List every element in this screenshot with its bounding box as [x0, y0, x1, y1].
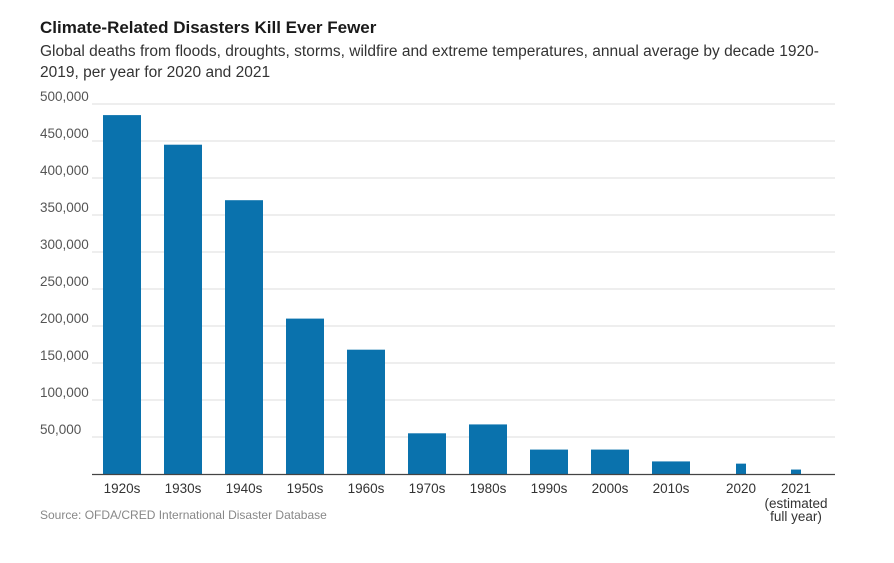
x-tick-label: 2000s	[592, 481, 629, 496]
y-tick-label: 100,000	[40, 385, 89, 400]
bar	[736, 463, 746, 474]
x-tick-sublabel: full year)	[770, 509, 822, 524]
y-tick-label: 500,000	[40, 89, 89, 104]
x-tick-label: 1980s	[470, 481, 507, 496]
y-tick-label: 350,000	[40, 200, 89, 215]
bar	[347, 349, 385, 474]
x-tick-label: 1990s	[531, 481, 568, 496]
x-tick-label: 1930s	[165, 481, 202, 496]
y-tick-label: 250,000	[40, 274, 89, 289]
y-tick-label: 450,000	[40, 126, 89, 141]
x-tick-label: 1950s	[287, 481, 324, 496]
y-tick-label: 300,000	[40, 237, 89, 252]
bar	[103, 115, 141, 474]
bar	[164, 144, 202, 474]
chart-source: Source: OFDA/CRED International Disaster…	[40, 508, 327, 522]
bar	[225, 200, 263, 474]
x-tick-label: 1960s	[348, 481, 385, 496]
bar	[652, 461, 690, 474]
y-tick-label: 400,000	[40, 163, 89, 178]
x-tick-sublabel: (estimated	[764, 496, 827, 511]
x-tick-label: 2021	[781, 481, 811, 496]
chart-title: Climate-Related Disasters Kill Ever Fewe…	[40, 18, 377, 37]
x-tick-label: 2020	[726, 481, 756, 496]
chart-subtitle: Global deaths from floods, droughts, sto…	[40, 43, 819, 81]
x-tick-label: 1970s	[409, 481, 446, 496]
x-tick-label: 1920s	[104, 481, 141, 496]
bar	[469, 424, 507, 474]
y-tick-label: 50,000	[40, 422, 81, 437]
x-tick-label: 1940s	[226, 481, 263, 496]
bar	[286, 318, 324, 474]
bar	[408, 433, 446, 474]
bar	[530, 449, 568, 474]
x-tick-label: 2010s	[653, 481, 690, 496]
bar	[791, 469, 801, 474]
bar	[591, 449, 629, 474]
y-tick-label: 150,000	[40, 348, 89, 363]
y-tick-label: 200,000	[40, 311, 89, 326]
